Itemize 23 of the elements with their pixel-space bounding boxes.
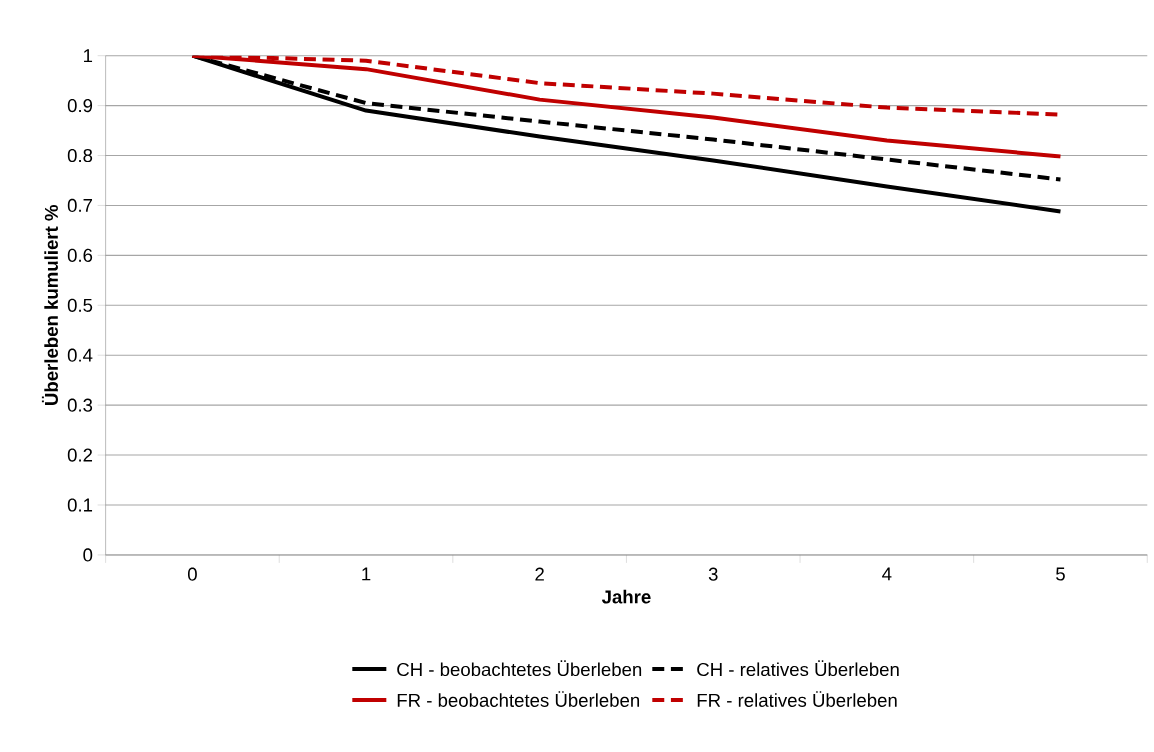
legend-label: CH - beobachtetes Überleben — [397, 660, 642, 677]
y-axis-title: Überleben kumuliert % — [41, 205, 58, 406]
x-tick-label: 3 — [708, 567, 718, 581]
y-tick-label: 0.1 — [67, 498, 93, 512]
legend-label: CH - relatives Überleben — [697, 660, 899, 677]
x-axis-title: Jahre — [601, 590, 651, 604]
y-tick-label: 0.7 — [67, 198, 93, 213]
y-tick-label: 1 — [84, 49, 93, 63]
x-tick-label: 2 — [535, 567, 544, 581]
x-tick-label: 5 — [1056, 567, 1065, 581]
y-tick-label: 0.5 — [67, 298, 93, 313]
legend-label: FR - beobachtetes Überleben — [397, 691, 640, 708]
x-tick-label: 4 — [882, 567, 892, 581]
y-tick-label: 0.4 — [67, 348, 93, 362]
y-tick-label: 0.2 — [67, 448, 93, 462]
legend-label: FR - relatives Überleben — [697, 691, 897, 708]
y-tick-label: 0.8 — [67, 149, 93, 163]
x-tick-label: 1 — [362, 567, 371, 581]
y-tick-label: 0.6 — [67, 248, 93, 263]
y-tick-label: 0.9 — [67, 99, 93, 113]
y-tick-label: 0 — [83, 548, 93, 562]
x-tick-label: 0 — [187, 567, 197, 581]
y-tick-label: 0.3 — [67, 398, 93, 412]
